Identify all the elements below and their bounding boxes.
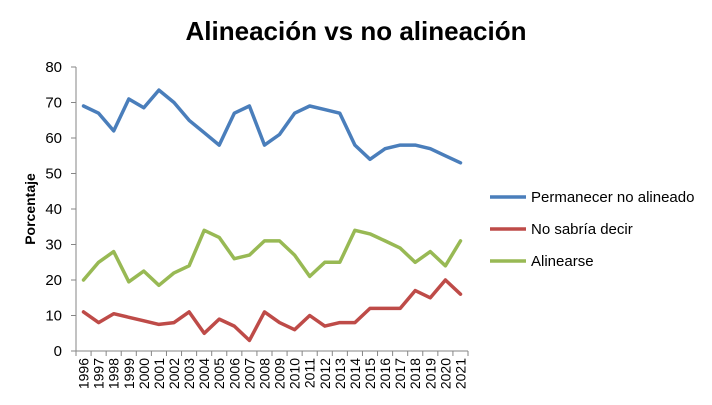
x-tick-label: 2008 (256, 358, 272, 389)
y-tick-label: 0 (54, 343, 62, 360)
y-axis-ticks: 0 10 20 30 40 50 60 70 80 (45, 59, 76, 360)
y-tick-label: 40 (45, 201, 62, 218)
series-line-3 (81, 228, 463, 288)
x-tick-label: 2005 (211, 358, 227, 389)
x-tick-label: 1996 (76, 358, 92, 389)
x-tick-label: 2015 (362, 358, 378, 389)
axes (75, 67, 468, 352)
y-tick-label: 50 (45, 166, 62, 183)
y-tick-label: 20 (45, 272, 62, 289)
x-tick-label: 2021 (452, 358, 468, 389)
x-tick-label: 2009 (272, 358, 288, 389)
series-line-2 (81, 278, 463, 343)
x-tick-label: 1999 (121, 358, 137, 389)
x-tick-label: 2002 (166, 358, 182, 389)
y-tick-label: 80 (45, 59, 62, 76)
x-tick-label: 2006 (226, 358, 242, 389)
legend: Permanecer no alineado No sabría decir Ali… (490, 189, 694, 270)
x-tick-label: 2000 (136, 358, 152, 389)
x-tick-label: 2003 (181, 358, 197, 389)
x-tick-label: 2020 (437, 358, 453, 389)
series-line-1 (81, 88, 463, 165)
x-tick-label: 1998 (106, 358, 122, 389)
x-tick-label: 2001 (151, 358, 167, 389)
x-tick-label: 2012 (317, 358, 333, 389)
chart-title: Alineación vs no alineación (186, 16, 527, 46)
x-tick-label: 2017 (392, 358, 408, 389)
y-tick-label: 10 (45, 308, 62, 325)
x-tick-label: 2019 (422, 358, 438, 389)
legend-label: Alinearse (531, 253, 594, 270)
x-axis-ticks: 1996 1997 1998 1999 2000 2001 2002 2003 2004 2005… (75, 351, 469, 389)
y-axis-label: Porcentaje (22, 173, 38, 245)
x-tick-label: 2007 (241, 358, 257, 389)
x-tick-label: 2014 (347, 358, 363, 389)
x-tick-label: 2018 (407, 358, 423, 389)
series-lines (81, 88, 463, 343)
x-tick-label: 2011 (302, 358, 318, 388)
y-tick-label: 70 (45, 95, 62, 112)
legend-label: Permanecer no alineado (531, 189, 694, 206)
x-tick-label: 1997 (91, 358, 107, 389)
legend-label: No sabría decir (531, 221, 633, 238)
y-tick-label: 30 (45, 237, 62, 254)
x-tick-label: 2016 (377, 358, 393, 389)
x-tick-label: 2004 (196, 358, 212, 389)
x-tick-label: 2013 (332, 358, 348, 389)
y-tick-label: 60 (45, 130, 62, 147)
x-tick-label: 2010 (287, 358, 303, 389)
